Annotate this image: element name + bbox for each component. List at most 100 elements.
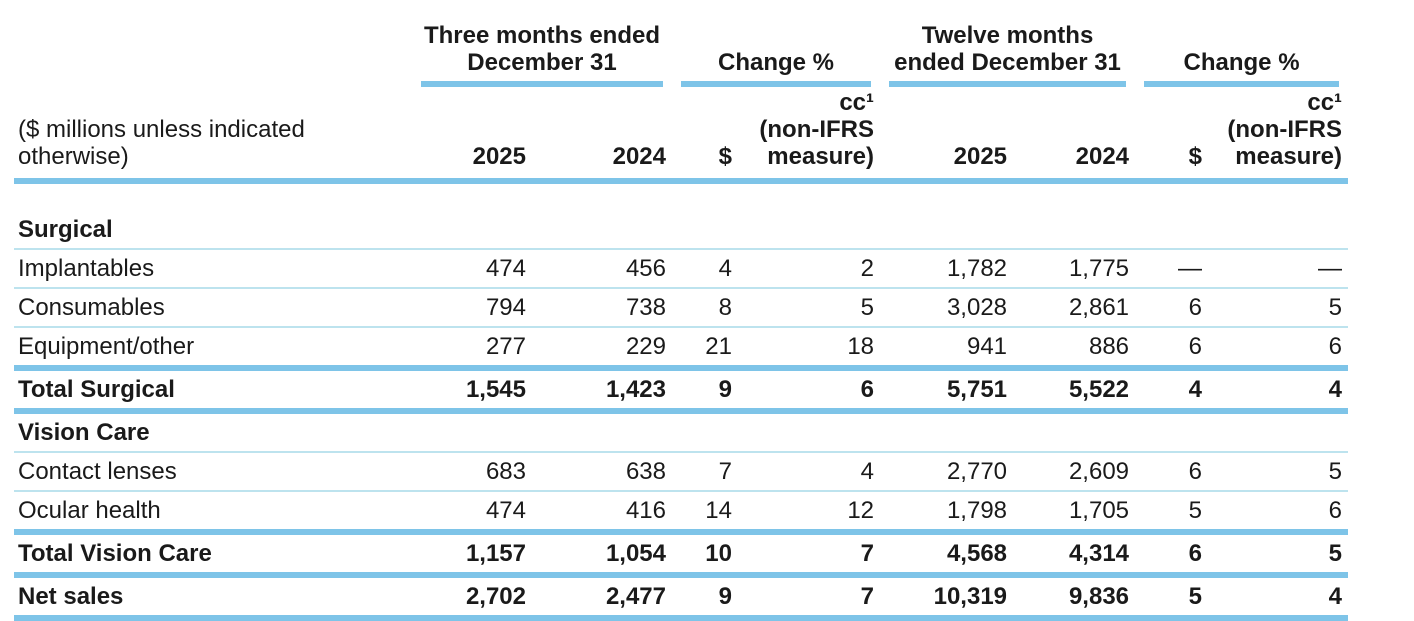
table-row: Implantables 474 456 4 2 1,782 1,775 — — — [14, 249, 1349, 288]
table-body: Surgical Implantables 474 456 4 2 1,782 1,775— —… — [14, 181, 1349, 618]
value-cell — [672, 181, 738, 249]
value-cell: 6 — [1188, 294, 1203, 321]
value-cell: 416 — [625, 497, 666, 524]
value-cell: 14 — [705, 497, 732, 524]
value-cell — [1208, 181, 1348, 249]
value-cell — [880, 411, 1013, 452]
col-header-cc-q: cc¹ (non-IFRS measure) — [759, 89, 875, 170]
row-label: Vision Care — [18, 419, 150, 446]
value-cell: 794 — [485, 294, 526, 321]
value-cell: 2,477 — [605, 583, 666, 610]
value-cell: 2 — [860, 255, 875, 282]
value-cell: 5 — [860, 294, 875, 321]
value-cell: 9,836 — [1068, 583, 1130, 610]
value-cell: 886 — [1088, 333, 1130, 360]
value-cell — [880, 181, 1013, 249]
group-change-pct-fy: Change % — [1135, 4, 1348, 87]
value-cell: 638 — [625, 458, 666, 485]
value-cell: 3,028 — [946, 294, 1008, 321]
units-note: ($ millions unless indicated otherwise) — [18, 116, 305, 170]
value-cell — [1013, 411, 1135, 452]
value-cell: 1,545 — [465, 376, 526, 403]
row-label: Implantables — [18, 255, 155, 282]
value-cell: 10,319 — [933, 583, 1008, 610]
value-cell: 474 — [485, 255, 526, 282]
col-header-dollar-fy: $ — [1188, 143, 1203, 170]
row-label: Total Surgical — [18, 376, 175, 403]
value-cell: — — [1178, 255, 1203, 282]
value-cell: 2,861 — [1068, 294, 1130, 321]
value-cell: 5 — [1328, 294, 1343, 321]
value-cell: 6 — [1328, 497, 1343, 524]
value-cell: 5,751 — [946, 376, 1008, 403]
value-cell — [672, 411, 738, 452]
value-cell: 5 — [1328, 540, 1343, 567]
value-cell: 4 — [1188, 376, 1203, 403]
table-header: Three months ended December 31 Change % … — [14, 4, 1349, 181]
value-cell: 7 — [860, 540, 875, 567]
table-row: Surgical — [14, 181, 1349, 249]
value-cell: 4,314 — [1068, 540, 1130, 567]
value-cell: 6 — [860, 376, 875, 403]
value-cell: 9 — [718, 583, 732, 610]
value-cell: 1,798 — [946, 497, 1008, 524]
group-change-pct-q: Change % — [672, 4, 880, 87]
net-sales-by-segment-table: Three months ended December 31 Change % … — [14, 4, 1349, 621]
col-header-dollar-q: $ — [718, 143, 732, 170]
value-cell: 2,770 — [946, 458, 1008, 485]
value-cell: 5,522 — [1068, 376, 1130, 403]
table-row: Total Surgical 1,545 1,423 9 6 5,751 5,522 4 4 — [14, 368, 1349, 411]
group-title-three-months: Three months ended December 31 — [421, 22, 663, 87]
table-row: Equipment/other 277 229 21 18 941 886 6 6 — [14, 327, 1349, 368]
value-cell: 277 — [485, 333, 526, 360]
row-label: Total Vision Care — [18, 540, 212, 567]
value-cell — [412, 411, 532, 452]
value-cell: 683 — [485, 458, 526, 485]
col-header-2024-fy: 2024 — [1075, 143, 1130, 170]
row-label: Consumables — [18, 294, 165, 321]
value-cell — [1208, 411, 1348, 452]
group-title-change-pct-fy: Change % — [1144, 49, 1340, 87]
value-cell — [1135, 181, 1208, 249]
value-cell: 6 — [1188, 458, 1203, 485]
value-cell: 5 — [1188, 497, 1203, 524]
row-label: Net sales — [18, 583, 124, 610]
value-cell: 18 — [847, 333, 875, 360]
value-cell: 6 — [1328, 333, 1343, 360]
value-cell: 4 — [1328, 583, 1343, 610]
value-cell — [738, 411, 880, 452]
value-cell — [532, 181, 672, 249]
row-label: Equipment/other — [18, 333, 195, 360]
value-cell: — — [1318, 255, 1343, 282]
table-row: Contact lenses 683 638 7 4 2,770 2,609 6 5 — [14, 452, 1349, 491]
value-cell — [532, 411, 672, 452]
value-cell: 5 — [1328, 458, 1343, 485]
value-cell: 229 — [625, 333, 666, 360]
row-label: Contact lenses — [18, 458, 177, 485]
value-cell: 5 — [1188, 583, 1203, 610]
column-header-row: ($ millions unless indicated otherwise) … — [14, 87, 1349, 181]
group-twelve-months: Twelve months ended December 31 — [880, 4, 1135, 87]
col-header-2024-q: 2024 — [612, 143, 666, 170]
value-cell: 1,782 — [946, 255, 1008, 282]
value-cell: 6 — [1188, 333, 1203, 360]
value-cell: 1,157 — [465, 540, 526, 567]
row-label: Ocular health — [18, 497, 161, 524]
value-cell — [412, 181, 532, 249]
group-header-spacer — [14, 4, 412, 87]
value-cell: 4 — [860, 458, 875, 485]
value-cell: 4,568 — [946, 540, 1008, 567]
group-title-twelve-months: Twelve months ended December 31 — [889, 22, 1127, 87]
value-cell: 7 — [718, 458, 732, 485]
value-cell: 738 — [625, 294, 666, 321]
value-cell: 10 — [705, 540, 732, 567]
value-cell — [738, 181, 880, 249]
row-label: Surgical — [18, 216, 113, 243]
value-cell — [1135, 411, 1208, 452]
value-cell: 2,702 — [465, 583, 526, 610]
table-row: Vision Care — [14, 411, 1349, 452]
value-cell: 941 — [966, 333, 1008, 360]
table-row: Ocular health 474 416 14 12 1,798 1,705 5 6 — [14, 491, 1349, 532]
group-header-row: Three months ended December 31 Change % … — [14, 4, 1348, 87]
table-row: Consumables 794 738 8 5 3,028 2,861 6 5 — [14, 288, 1349, 327]
